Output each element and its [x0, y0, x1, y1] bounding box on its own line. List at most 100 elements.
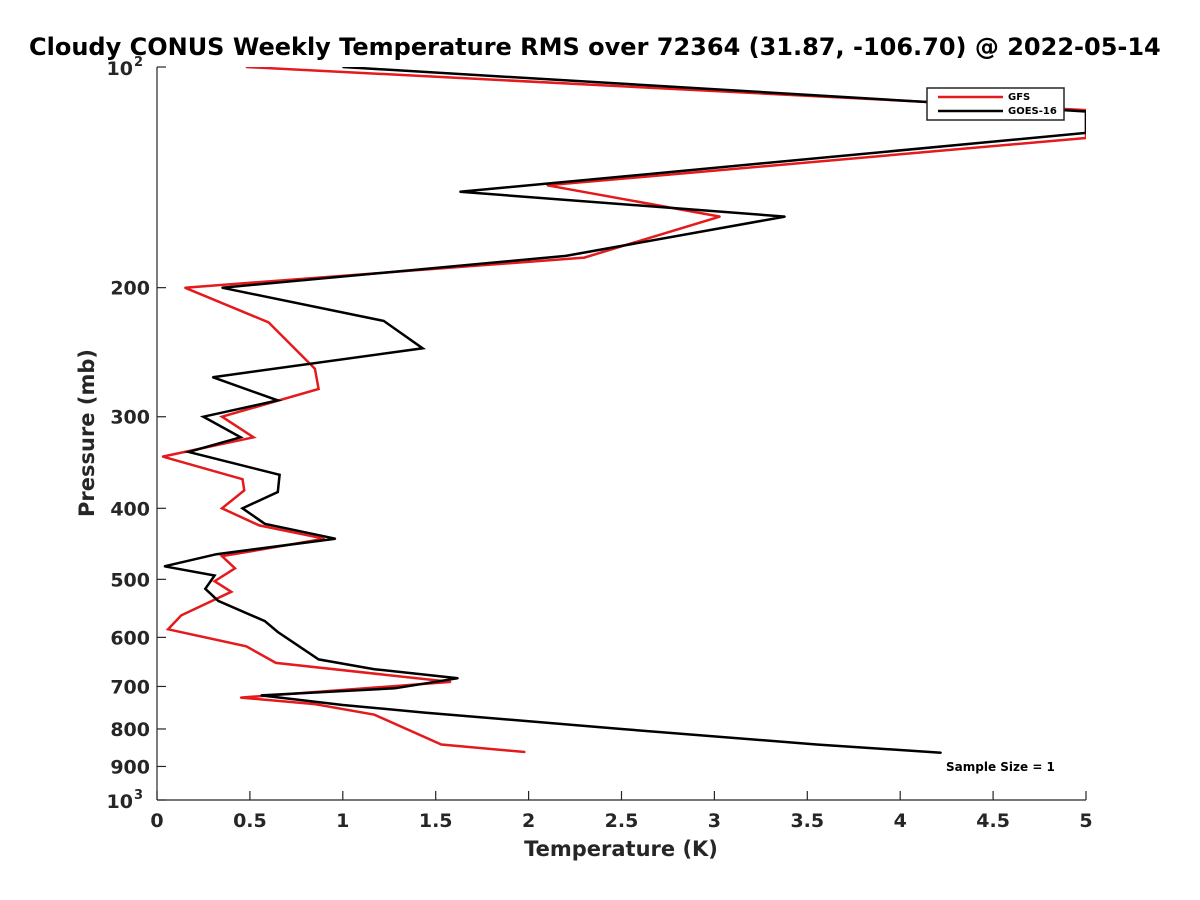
legend-label-gfs: GFS [1008, 92, 1030, 103]
legend-label-goes16: GOES-16 [1008, 106, 1057, 117]
data-point-goes16-24 [264, 620, 266, 622]
data-point-gfs-22 [180, 614, 182, 617]
data-point-goes16-33 [620, 728, 623, 730]
data-point-goes16-21 [213, 574, 216, 577]
data-point-goes16-29 [394, 687, 396, 690]
data-point-goes16-16 [241, 507, 244, 510]
x-tick-label: 5 [1079, 810, 1092, 832]
y-tick-exponent: 2 [134, 55, 143, 70]
legend: GFS GOES-16 [926, 87, 1065, 121]
data-point-goes16-1 [1085, 110, 1086, 113]
data-point-goes16-19 [215, 553, 218, 555]
data-point-goes16-22 [204, 588, 207, 590]
y-tick-label: 700 [110, 676, 150, 698]
x-tick-label: 4.5 [976, 810, 1010, 832]
x-tick-label: 2 [522, 810, 535, 832]
data-point-goes16-28 [457, 677, 459, 679]
data-point-gfs-30 [440, 743, 443, 746]
data-point-goes16-18 [334, 537, 337, 540]
data-point-goes16-10 [277, 399, 279, 402]
data-point-gfs-23 [167, 628, 169, 631]
x-tick-label: 3.5 [790, 810, 824, 832]
data-point-gfs-19 [234, 567, 236, 570]
y-tick-label: 300 [110, 407, 150, 429]
x-tick-label: 1 [336, 810, 349, 832]
data-point-gfs-16 [258, 524, 261, 527]
data-point-goes16-8 [421, 347, 424, 350]
data-point-gfs-0 [245, 67, 247, 68]
data-point-goes16-2 [1085, 132, 1086, 134]
data-point-gfs-13 [241, 478, 244, 481]
data-point-gfs-10 [221, 415, 223, 418]
data-point-goes16-35 [940, 751, 942, 754]
x-ticks: 0 0.5 1 1.5 2 2.5 3 3.5 4 4.5 5 [150, 791, 1093, 832]
data-point-goes16-31 [342, 704, 344, 706]
y-axis-label: Pressure (mb) [75, 349, 99, 517]
data-point-gfs-15 [221, 507, 223, 510]
data-point-gfs-18 [221, 555, 223, 557]
plot-area [157, 67, 1086, 800]
x-tick-label: 1.5 [419, 810, 453, 832]
data-point-goes16-0 [342, 67, 344, 68]
data-point-goes16-25 [277, 631, 279, 633]
data-point-goes16-9 [211, 376, 214, 379]
data-point-goes16-6 [221, 286, 223, 289]
series-line-goes16 [164, 67, 1086, 754]
data-point-gfs-31 [524, 751, 526, 753]
x-axis-label: Temperature (K) [524, 837, 718, 861]
data-point-gfs-7 [267, 321, 270, 324]
x-tick-label: 3 [708, 810, 721, 832]
data-point-goes16-3 [459, 191, 461, 193]
data-point-gfs-12 [161, 455, 164, 458]
data-point-gfs-27 [239, 696, 242, 699]
y-tick-label: 600 [110, 627, 150, 649]
legend-box [926, 87, 1065, 121]
chart-title: Cloudy CONUS Weekly Temperature RMS over… [29, 33, 1161, 61]
data-point-goes16-13 [187, 451, 190, 453]
data-point-gfs-26 [449, 681, 452, 683]
data-point-goes16-4 [784, 215, 786, 218]
y-tick-label: 10 [107, 58, 133, 80]
data-point-gfs-5 [583, 256, 586, 259]
x-tick-label: 0.5 [233, 810, 267, 832]
data-point-goes16-12 [239, 436, 242, 439]
y-tick-label: 900 [110, 756, 150, 778]
data-point-gfs-24 [245, 645, 247, 648]
y-tick-label: 800 [110, 719, 150, 741]
data-point-goes16-26 [317, 658, 320, 661]
x-tick-label: 4 [894, 810, 907, 832]
series-layer [161, 67, 1086, 754]
y-tick-exponent: 3 [134, 788, 143, 803]
data-point-goes16-5 [565, 255, 567, 257]
data-point-gfs-29 [373, 713, 376, 716]
x-tick-label: 0 [150, 810, 163, 832]
data-point-gfs-2 [1085, 137, 1086, 139]
data-point-gfs-11 [252, 436, 255, 439]
data-point-goes16-23 [217, 600, 220, 602]
data-point-gfs-4 [719, 215, 721, 218]
data-point-goes16-27 [373, 668, 376, 670]
y-tick-label: 400 [110, 498, 150, 520]
data-point-goes16-17 [264, 523, 266, 525]
data-point-gfs-25 [275, 662, 277, 664]
data-point-gfs-28 [314, 703, 316, 705]
series-line-gfs [162, 67, 1086, 754]
data-point-goes16-34 [815, 743, 818, 746]
sample-size-annotation: Sample Size = 1 [946, 760, 1055, 774]
data-point-goes16-32 [423, 711, 426, 714]
data-point-goes16-20 [163, 565, 166, 568]
data-point-gfs-8 [314, 367, 316, 370]
y-tick-label: 10 [107, 791, 133, 813]
data-point-goes16-7 [382, 320, 385, 322]
data-point-gfs-3 [546, 184, 548, 187]
data-point-goes16-11 [202, 415, 205, 418]
data-point-goes16-15 [277, 491, 279, 493]
data-point-gfs-14 [243, 489, 246, 492]
x-tick-label: 2.5 [605, 810, 639, 832]
y-tick-label: 200 [110, 278, 150, 300]
data-point-goes16-14 [278, 474, 281, 476]
data-point-gfs-6 [184, 286, 186, 289]
data-point-goes16-30 [260, 694, 262, 697]
